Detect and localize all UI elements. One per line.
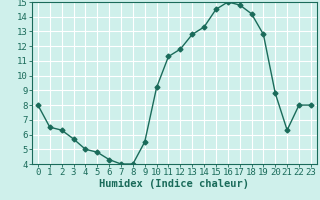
- X-axis label: Humidex (Indice chaleur): Humidex (Indice chaleur): [100, 179, 249, 189]
